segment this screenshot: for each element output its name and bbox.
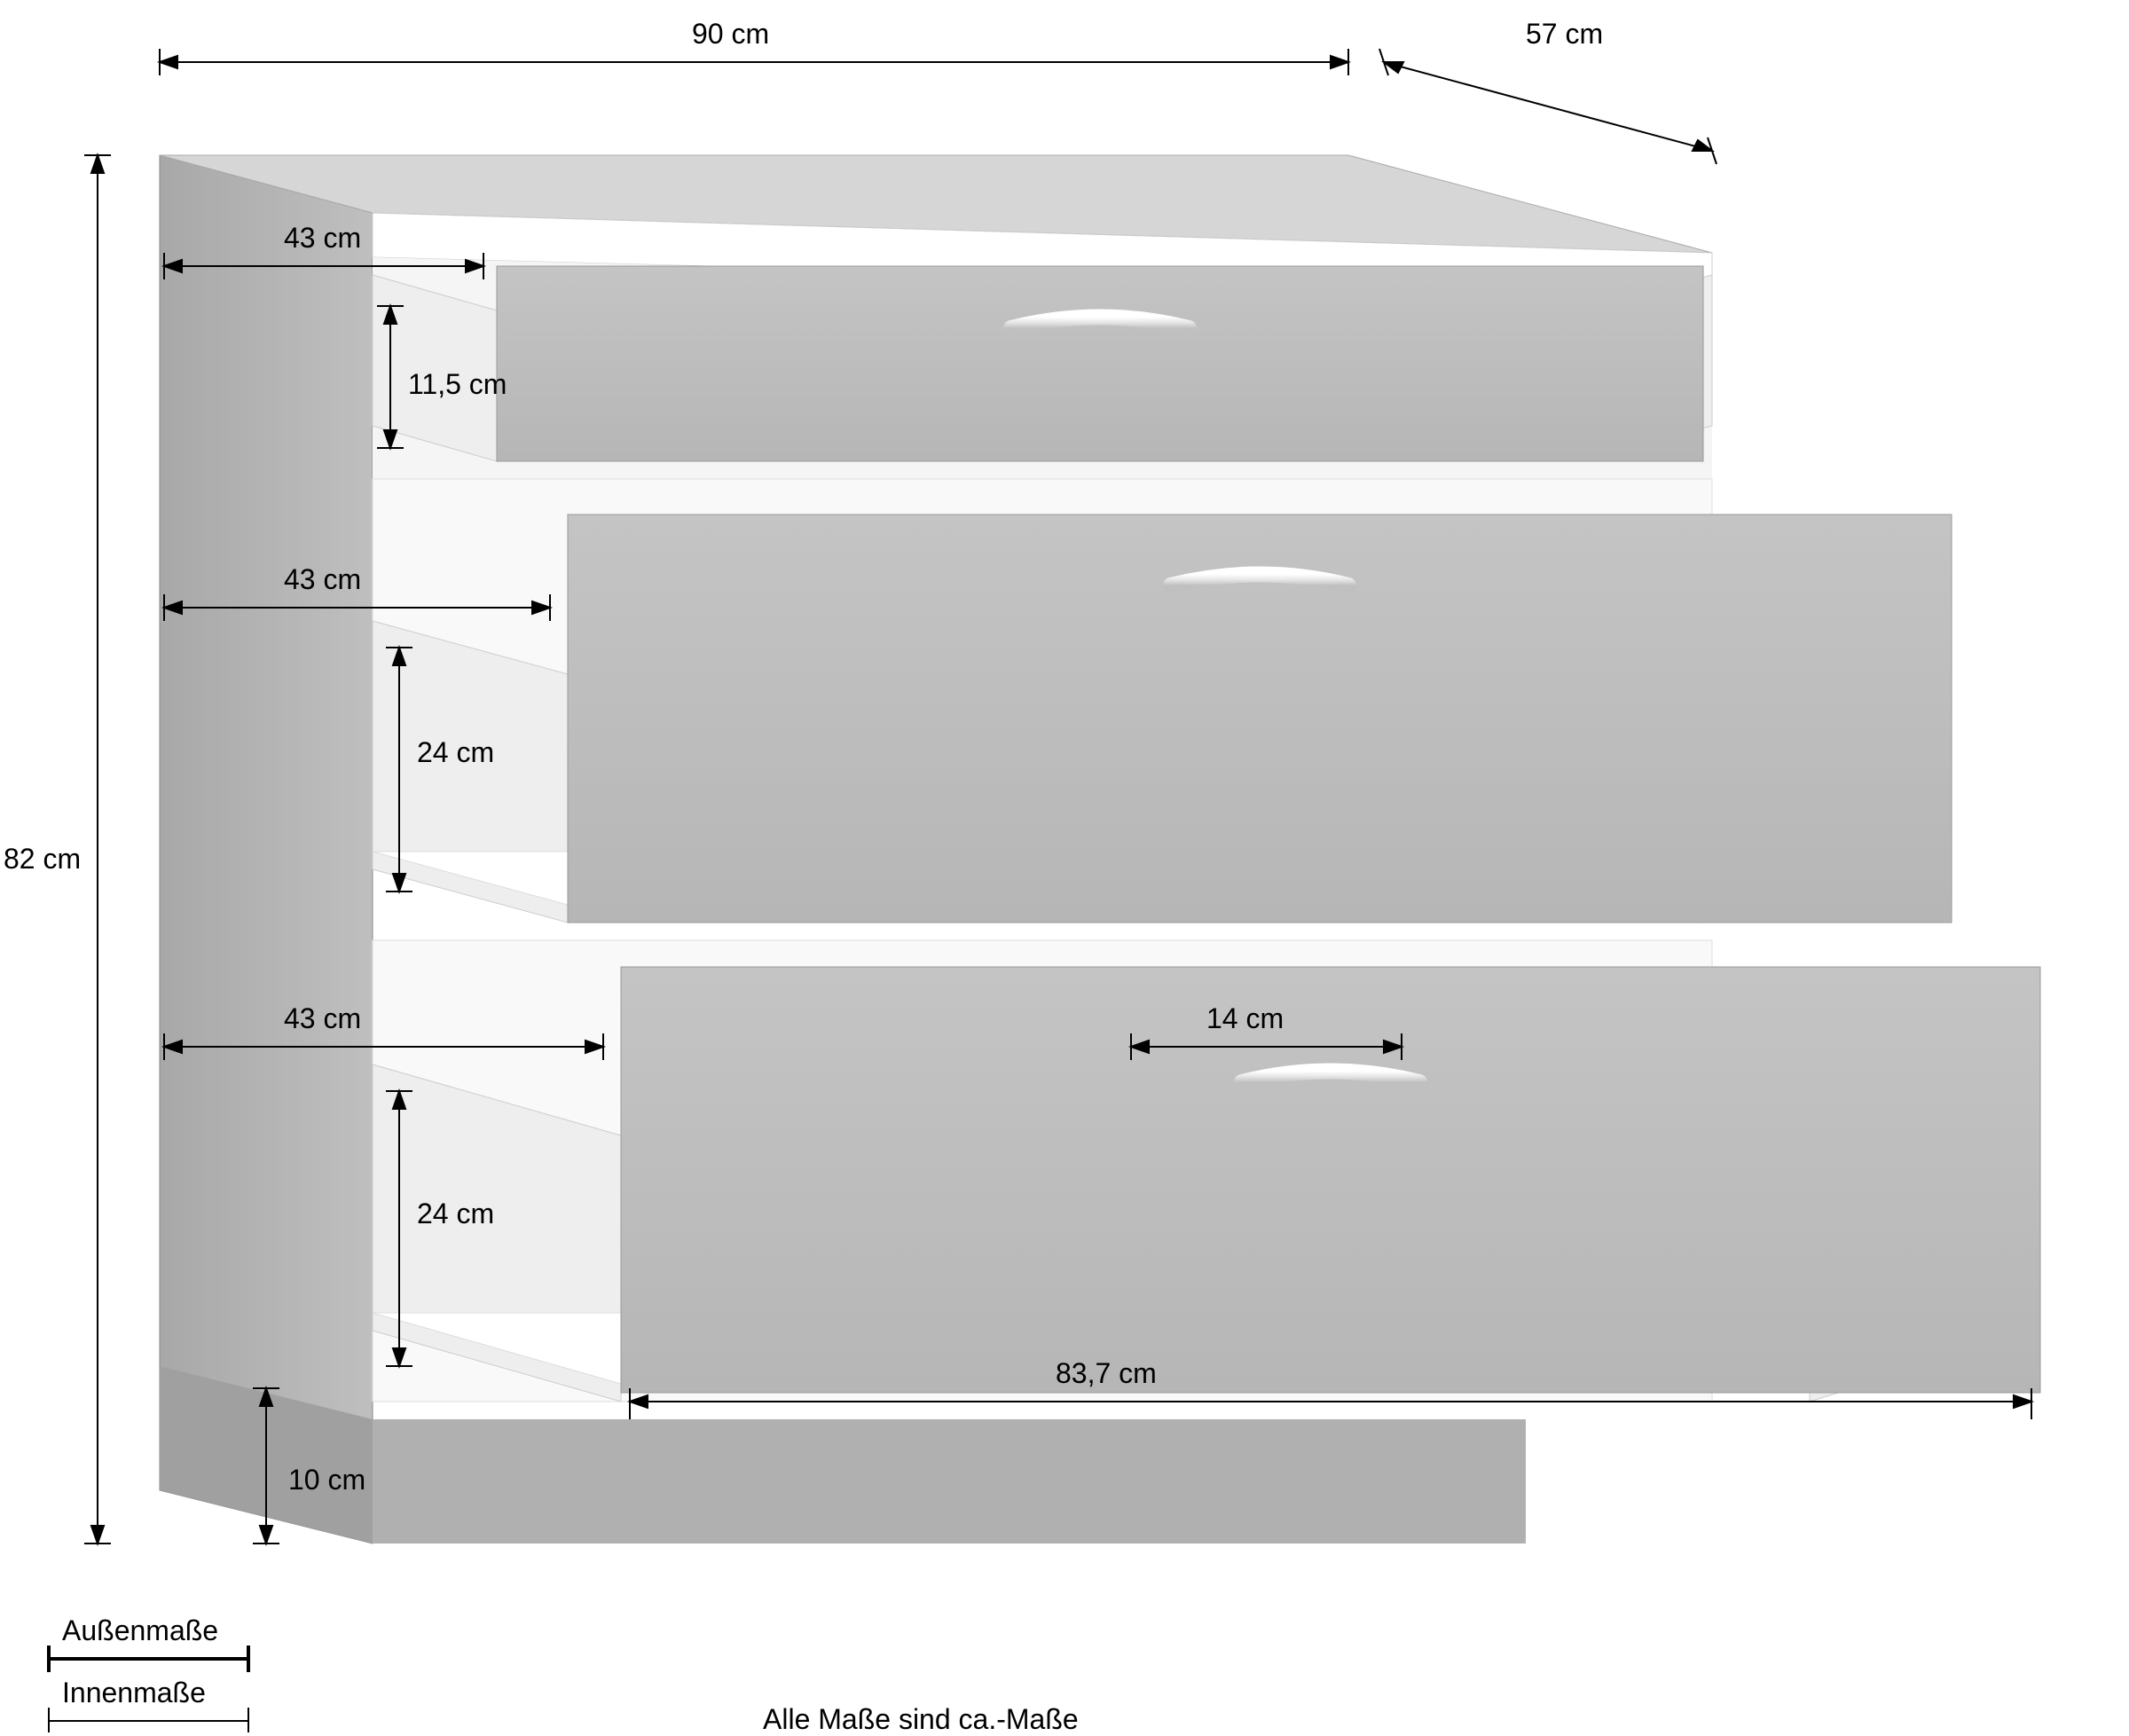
dim-height: 82 cm (4, 843, 81, 876)
dim-plinth: 10 cm (288, 1464, 365, 1496)
dim-handle: 14 cm (1206, 1002, 1284, 1035)
dim-d2-depth: 43 cm (284, 563, 361, 596)
footer-note: Alle Maße sind ca.-Maße (763, 1703, 1079, 1736)
dim-d3-height: 24 cm (417, 1198, 494, 1230)
dim-top-depth: 57 cm (1526, 18, 1603, 51)
dim-front-width: 83,7 cm (1056, 1357, 1157, 1390)
legend-outer: Außenmaße (62, 1614, 218, 1647)
legend-inner: Innenmaße (62, 1677, 206, 1709)
dim-top-width: 90 cm (692, 18, 769, 51)
dim-d3-depth: 43 cm (284, 1002, 361, 1035)
dim-d1-height: 11,5 cm (408, 368, 507, 401)
dim-d1-depth: 43 cm (284, 222, 361, 255)
dim-d2-height: 24 cm (417, 736, 494, 769)
